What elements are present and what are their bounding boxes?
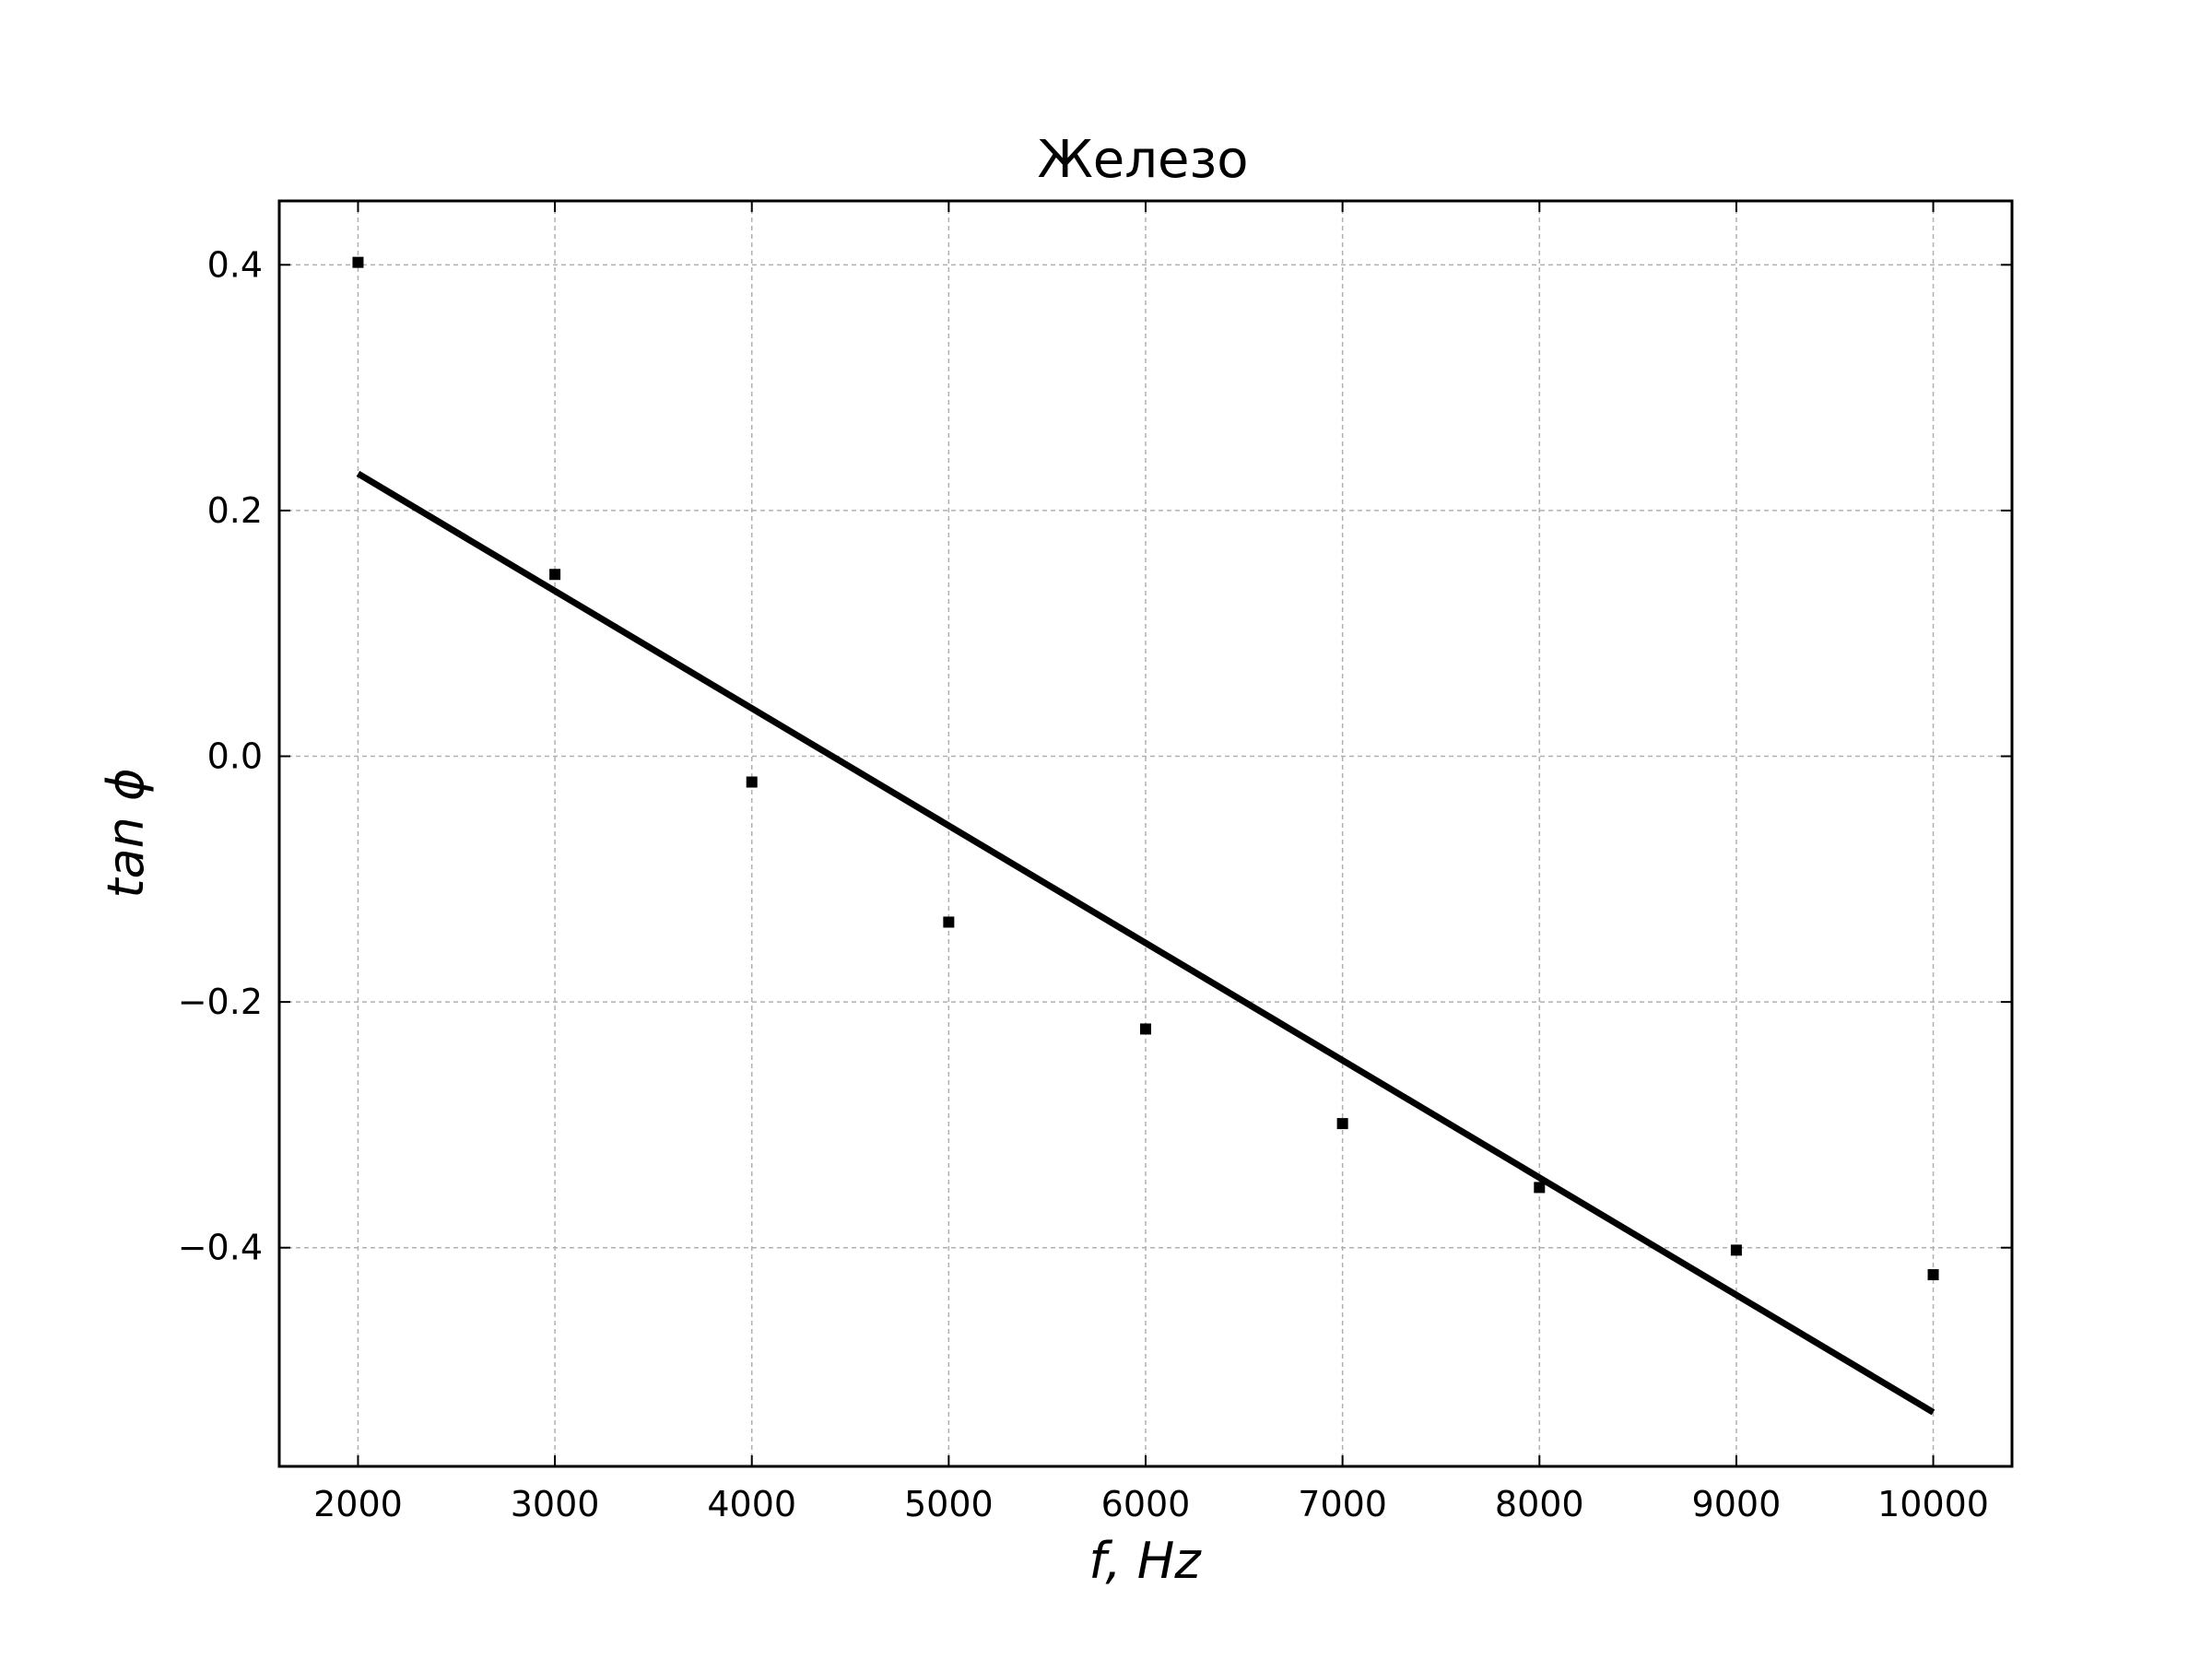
x-axis-label: f, Hz [1088, 1532, 1202, 1590]
data-point [1534, 1182, 1546, 1194]
data-point [1730, 1244, 1742, 1256]
data-point [746, 776, 758, 788]
x-tick-label: 6000 [1101, 1484, 1191, 1524]
data-point [1140, 1023, 1151, 1035]
x-tick-label: 3000 [511, 1484, 600, 1524]
y-tick-label: −0.4 [178, 1228, 263, 1268]
grid [279, 201, 2012, 1466]
y-tick-label: 0.2 [207, 490, 263, 531]
x-tick-label: 5000 [904, 1484, 994, 1524]
data-point [943, 916, 955, 928]
data-point [1336, 1118, 1348, 1130]
data-point [1927, 1269, 1939, 1281]
data-point [549, 569, 561, 581]
ticks [279, 201, 2012, 1466]
data-point [352, 256, 364, 268]
plot-frame [277, 199, 2014, 1468]
x-tick-label: 2000 [313, 1484, 403, 1524]
y-axis-label: tan ϕ [97, 768, 155, 898]
data-points [352, 256, 1939, 1281]
y-tick-labels: 0.4 0.2 0.0 −0.2 −0.4 [178, 244, 263, 1267]
x-tick-label: 7000 [1298, 1484, 1387, 1524]
x-tick-label: 9000 [1692, 1484, 1782, 1524]
fit-line [356, 470, 1936, 1416]
x-tick-label: 4000 [707, 1484, 796, 1524]
x-tick-labels: 2000 3000 4000 5000 6000 7000 8000 9000 10000 [313, 1484, 1989, 1524]
y-tick-label: −0.2 [178, 982, 263, 1022]
x-tick-label: 8000 [1495, 1484, 1584, 1524]
y-tick-label: 0.4 [207, 244, 263, 285]
fit-lines [356, 470, 1936, 1416]
chart-title: Железо [1037, 130, 1248, 190]
x-tick-label: 10000 [1877, 1484, 1989, 1524]
y-tick-label: 0.0 [207, 736, 263, 777]
